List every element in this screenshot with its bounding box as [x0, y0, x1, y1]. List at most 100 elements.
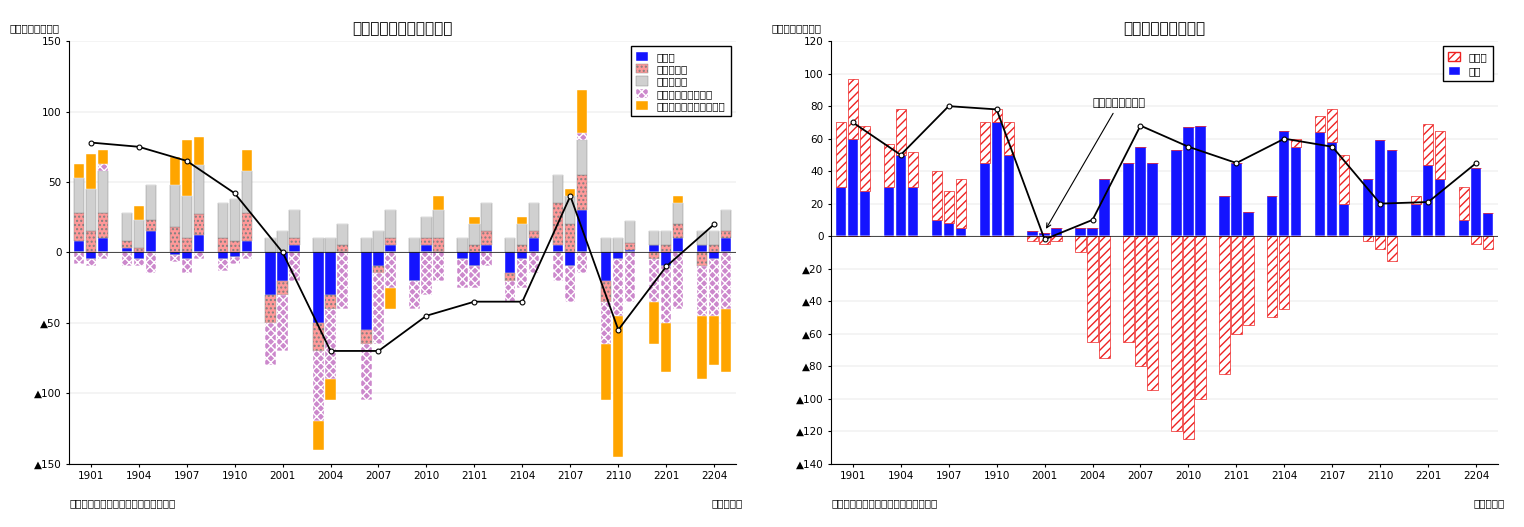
Bar [482, 246, 492, 252]
Bar [600, 252, 611, 280]
Bar [661, 231, 672, 246]
Legend: 製造業, 卸売・小売, 医療・福祉, 宿泊・飲食サービス, 生活関連サービス・娯楽: 製造業, 卸売・小売, 医療・福祉, 宿泊・飲食サービス, 生活関連サービス・娯… [631, 46, 730, 116]
Bar [326, 309, 335, 379]
Bar [1244, 236, 1254, 326]
Bar [506, 280, 515, 301]
Bar [506, 238, 515, 252]
Bar [709, 259, 719, 316]
Bar [181, 238, 192, 252]
Bar [169, 157, 180, 185]
Bar [696, 267, 707, 316]
Bar [469, 267, 480, 288]
Bar [146, 220, 155, 231]
Bar [1291, 139, 1301, 147]
Bar [661, 252, 672, 267]
Bar [565, 267, 576, 301]
Bar [884, 188, 893, 236]
Bar [134, 252, 143, 259]
Bar [517, 224, 527, 246]
Bar [1231, 163, 1242, 236]
Bar [847, 139, 858, 236]
Bar [721, 231, 732, 238]
Bar [613, 238, 623, 252]
Bar [1483, 213, 1494, 236]
Bar [314, 238, 323, 252]
Bar [1123, 163, 1134, 236]
Bar [625, 221, 636, 242]
Bar [1471, 236, 1481, 244]
Bar [373, 267, 384, 274]
Bar [386, 288, 396, 309]
Bar [649, 301, 660, 344]
Bar [1375, 140, 1385, 236]
Bar [1315, 116, 1326, 132]
Bar [169, 185, 180, 227]
Bar [373, 231, 384, 252]
Bar [578, 91, 587, 133]
Bar [1076, 228, 1085, 236]
Bar [265, 238, 276, 252]
Bar [277, 280, 288, 295]
Bar [314, 422, 323, 450]
Bar [709, 246, 719, 252]
Bar [457, 238, 468, 252]
Bar [1135, 147, 1146, 236]
Bar [1436, 131, 1445, 179]
Bar [1340, 155, 1349, 203]
Bar [73, 164, 84, 178]
Bar [1183, 236, 1193, 439]
Bar [433, 238, 443, 252]
Bar [1458, 188, 1469, 220]
Bar [122, 248, 131, 252]
Bar [674, 196, 683, 203]
Bar [529, 252, 539, 274]
Bar [218, 259, 227, 271]
Bar [674, 238, 683, 252]
Bar [1362, 179, 1373, 236]
Bar [709, 231, 719, 246]
Bar [218, 238, 227, 252]
Bar [709, 316, 719, 365]
Bar [992, 122, 1001, 236]
Bar [565, 252, 576, 267]
Bar [529, 231, 539, 238]
Bar [517, 217, 527, 224]
Bar [896, 110, 905, 155]
Text: （年・月）: （年・月） [1474, 498, 1504, 508]
Bar [241, 150, 251, 171]
Bar [649, 252, 660, 259]
Bar [146, 231, 155, 252]
Bar [980, 122, 989, 163]
Bar [122, 213, 131, 241]
Bar [241, 252, 251, 259]
Bar [1268, 236, 1277, 317]
Bar [943, 191, 954, 223]
Bar [421, 238, 431, 246]
Bar [1088, 236, 1097, 341]
Bar [931, 171, 942, 220]
Text: （資料）総務省統計局「労働力調査」: （資料）総務省統計局「労働力調査」 [831, 498, 937, 508]
Bar [230, 241, 239, 252]
Bar [1039, 233, 1050, 236]
Bar [600, 301, 611, 344]
Bar [578, 175, 587, 210]
Legend: 非正規, 正規: 非正規, 正規 [1443, 46, 1492, 81]
Bar [1436, 179, 1445, 236]
Bar [1327, 110, 1338, 142]
Text: （資料）総務省統計局「労働力調査」: （資料）総務省統計局「労働力調査」 [69, 498, 175, 508]
Bar [1411, 203, 1422, 236]
Bar [1135, 236, 1146, 366]
Bar [661, 323, 672, 372]
Bar [277, 252, 288, 280]
Bar [1471, 168, 1481, 236]
Bar [1099, 179, 1109, 236]
Bar [860, 191, 870, 236]
Bar [421, 246, 431, 252]
Bar [661, 267, 672, 323]
Bar [410, 238, 419, 252]
Bar [674, 252, 683, 309]
Bar [134, 220, 143, 248]
Bar [625, 250, 636, 252]
Bar [674, 203, 683, 224]
Bar [661, 246, 672, 252]
